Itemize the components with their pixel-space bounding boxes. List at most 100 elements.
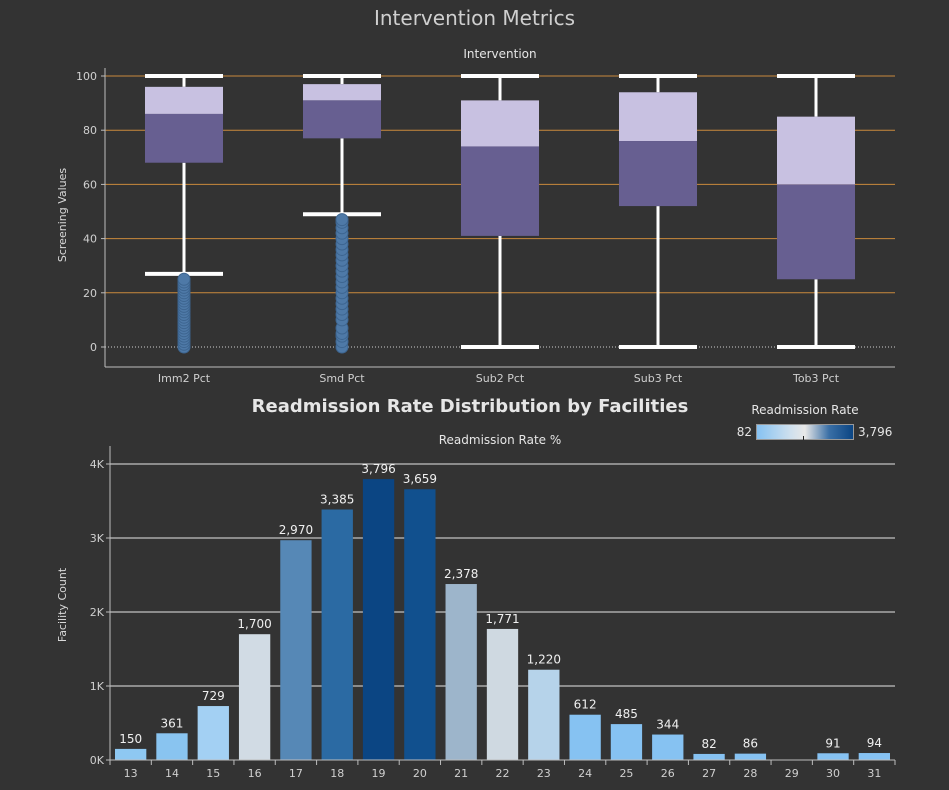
bar <box>528 669 560 760</box>
lower-box <box>145 113 223 163</box>
box-plot-axes: 0 20 40 60 80 100 Imm2 Pct Smd Pct Sub2 Pct Sub3 … <box>76 68 895 385</box>
bar-chart-x-tick-label: 13 <box>124 767 138 780</box>
bar-chart-x-tick-label: 18 <box>330 767 344 780</box>
bar-chart-x-tick-label: 30 <box>826 767 840 780</box>
box-plot-x-tick-label: Sub3 Pct <box>634 372 683 385</box>
bar-data-label: 82 <box>701 737 716 751</box>
bar <box>445 584 477 760</box>
legend-color-ramp <box>756 424 854 440</box>
bar <box>693 753 725 760</box>
bar-chart-y-axis-label: Facility Count <box>56 567 69 642</box>
bar-data-label: 3,659 <box>403 472 437 486</box>
bar-chart-y-tick-label: 3K <box>90 532 105 545</box>
lower-box <box>461 146 539 236</box>
bar-data-label: 150 <box>119 732 142 746</box>
legend-min-label: 82 <box>736 425 752 439</box>
box-plot-x-tick-label: Sub2 Pct <box>476 372 525 385</box>
bar-data-label: 1,771 <box>485 612 519 626</box>
box-plot-y-tick-label: 100 <box>76 70 97 83</box>
box-plot-x-tick-label: Smd Pct <box>319 372 365 385</box>
upper-box <box>777 116 855 185</box>
bar <box>115 748 147 760</box>
outlier-point <box>177 272 191 286</box>
upper-box <box>145 86 223 114</box>
bar-chart-gridlines <box>110 463 895 687</box>
box-plot-y-axis-label: Screening Values <box>56 168 69 263</box>
upper-box <box>461 100 539 147</box>
legend-max-label: 3,796 <box>858 425 893 439</box>
bar-data-label: 86 <box>743 737 758 751</box>
bar-chart-y-tick-label: 2K <box>90 606 105 619</box>
bar-data-label: 344 <box>656 718 679 732</box>
bar-chart-x-tick-label: 20 <box>413 767 427 780</box>
bar-chart-x-tick-label: 19 <box>372 767 386 780</box>
bar <box>321 509 353 760</box>
bar <box>610 724 643 760</box>
bar-data-label: 612 <box>574 698 597 712</box>
bar-data-label: 485 <box>615 707 638 721</box>
box-plot-y-tick-label: 40 <box>83 233 97 246</box>
box-plot-y-tick-label: 0 <box>90 341 97 354</box>
bar <box>652 734 684 760</box>
bar-chart-x-tick-label: 26 <box>661 767 675 780</box>
box-plot-y-tick-label: 60 <box>83 178 97 191</box>
bar-chart-y-tick-label: 1K <box>90 680 105 693</box>
box-plot-x-tick-label: Imm2 Pct <box>158 372 211 385</box>
bar-data-label: 2,378 <box>444 567 478 581</box>
bar-data-label: 91 <box>825 736 840 750</box>
upper-box <box>303 84 381 101</box>
bar-chart-axes: 0K 1K 2K 3K 4K 13 14 15 16 17 18 19 20 21 22 23 24 25 26 27… <box>90 446 896 780</box>
outlier-point <box>335 213 349 227</box>
legend-title: Readmission Rate <box>751 403 859 417</box>
lower-box <box>303 100 381 139</box>
bar-data-label: 729 <box>202 689 225 703</box>
box-plot-x-tick-label: Tob3 Pct <box>792 372 840 385</box>
bar <box>858 753 890 760</box>
bar-chart-x-tick-label: 16 <box>248 767 262 780</box>
bar <box>817 753 849 760</box>
page-title: Intervention Metrics <box>373 6 576 30</box>
bar-chart-x-tick-label: 21 <box>454 767 468 780</box>
box-plot: Intervention Screening Values 0 20 40 60 80 1… <box>56 47 895 385</box>
bar-data-label: 2,970 <box>279 523 313 537</box>
bar-chart-x-tick-label: 23 <box>537 767 551 780</box>
bar-chart-x-tick-label: 24 <box>578 767 592 780</box>
bar-chart-x-tick-label: 17 <box>289 767 303 780</box>
bar <box>280 540 312 760</box>
bar-data-label: 1,220 <box>527 653 561 667</box>
bar-chart-x-tick-label: 27 <box>702 767 716 780</box>
bar <box>734 753 767 760</box>
legend-center-tick <box>803 436 804 440</box>
bar <box>569 714 601 760</box>
bar <box>197 706 229 760</box>
bar-chart-x-tick-label: 14 <box>165 767 179 780</box>
upper-box <box>619 92 697 142</box>
bar-chart-x-tick-label: 25 <box>619 767 633 780</box>
bar <box>404 489 436 760</box>
bar-chart-x-tick-label: 29 <box>785 767 799 780</box>
box-plot-y-tick-label: 80 <box>83 124 97 137</box>
bar-data-label: 94 <box>867 736 882 750</box>
bar-chart-y-tick-label: 4K <box>90 458 105 471</box>
bar-chart-x-tick-label: 15 <box>206 767 220 780</box>
lower-box <box>777 184 855 280</box>
bar-chart-x-tick-label: 28 <box>743 767 757 780</box>
box-plot-title: Intervention <box>463 47 536 61</box>
bar <box>156 733 188 760</box>
bar-chart-title: Readmission Rate Distribution by Facilit… <box>251 396 689 417</box>
bar-chart-marks: 150 361 729 1,700 2,970 3,385 3,796 3,659 2,378 1… <box>115 462 890 760</box>
box-plot-y-tick-label: 20 <box>83 287 97 300</box>
bar-chart-x-tick-label: 31 <box>867 767 881 780</box>
bar-chart: Readmission Rate % Facility Count 150 361… <box>56 433 896 780</box>
bar-chart-x-tick-label: 22 <box>496 767 510 780</box>
bar-chart-x-axis-label: Readmission Rate % <box>439 433 562 447</box>
bar-chart-y-tick-label: 0K <box>90 754 105 767</box>
lower-box <box>619 141 697 207</box>
bar <box>486 628 519 760</box>
bar-data-label: 361 <box>161 716 184 730</box>
bar-data-label: 3,796 <box>361 462 395 476</box>
bar <box>362 479 395 760</box>
bar <box>238 634 271 760</box>
bar-data-label: 1,700 <box>237 617 271 631</box>
bar-data-label: 3,385 <box>320 493 354 507</box>
